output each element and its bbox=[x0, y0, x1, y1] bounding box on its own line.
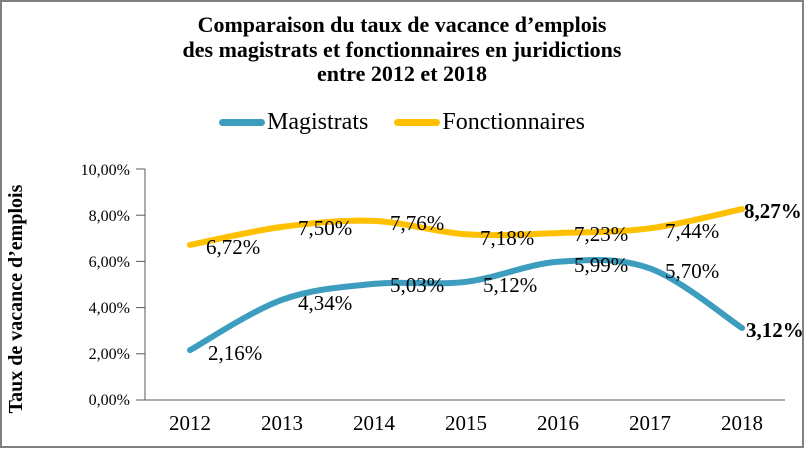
svg-text:5,03%: 5,03% bbox=[390, 273, 444, 297]
svg-text:4,00%: 4,00% bbox=[89, 300, 130, 317]
svg-text:7,44%: 7,44% bbox=[665, 219, 719, 243]
svg-text:3,12%: 3,12% bbox=[746, 318, 804, 342]
svg-text:6,00%: 6,00% bbox=[89, 254, 130, 271]
svg-text:2,00%: 2,00% bbox=[89, 346, 130, 363]
svg-text:2018: 2018 bbox=[721, 411, 763, 435]
svg-text:2013: 2013 bbox=[261, 411, 303, 435]
svg-text:10,00%: 10,00% bbox=[81, 162, 130, 179]
svg-text:6,72%: 6,72% bbox=[206, 235, 260, 259]
svg-text:5,12%: 5,12% bbox=[483, 273, 537, 297]
svg-text:8,27%: 8,27% bbox=[744, 199, 802, 223]
svg-text:7,76%: 7,76% bbox=[390, 211, 444, 235]
svg-text:7,18%: 7,18% bbox=[480, 226, 534, 250]
svg-text:7,23%: 7,23% bbox=[574, 222, 628, 246]
svg-text:2017: 2017 bbox=[629, 411, 671, 435]
svg-text:8,00%: 8,00% bbox=[89, 208, 130, 225]
svg-text:2012: 2012 bbox=[169, 411, 211, 435]
svg-text:2014: 2014 bbox=[353, 411, 396, 435]
svg-text:2015: 2015 bbox=[445, 411, 487, 435]
svg-text:2,16%: 2,16% bbox=[208, 341, 262, 365]
svg-text:5,70%: 5,70% bbox=[665, 259, 719, 283]
svg-text:0,00%: 0,00% bbox=[89, 392, 130, 409]
svg-text:Taux de vacance d’emplois: Taux de vacance d’emplois bbox=[5, 184, 27, 413]
svg-text:4,34%: 4,34% bbox=[298, 291, 352, 315]
svg-text:7,50%: 7,50% bbox=[298, 216, 352, 240]
svg-text:5,99%: 5,99% bbox=[574, 253, 628, 277]
svg-text:2016: 2016 bbox=[537, 411, 579, 435]
